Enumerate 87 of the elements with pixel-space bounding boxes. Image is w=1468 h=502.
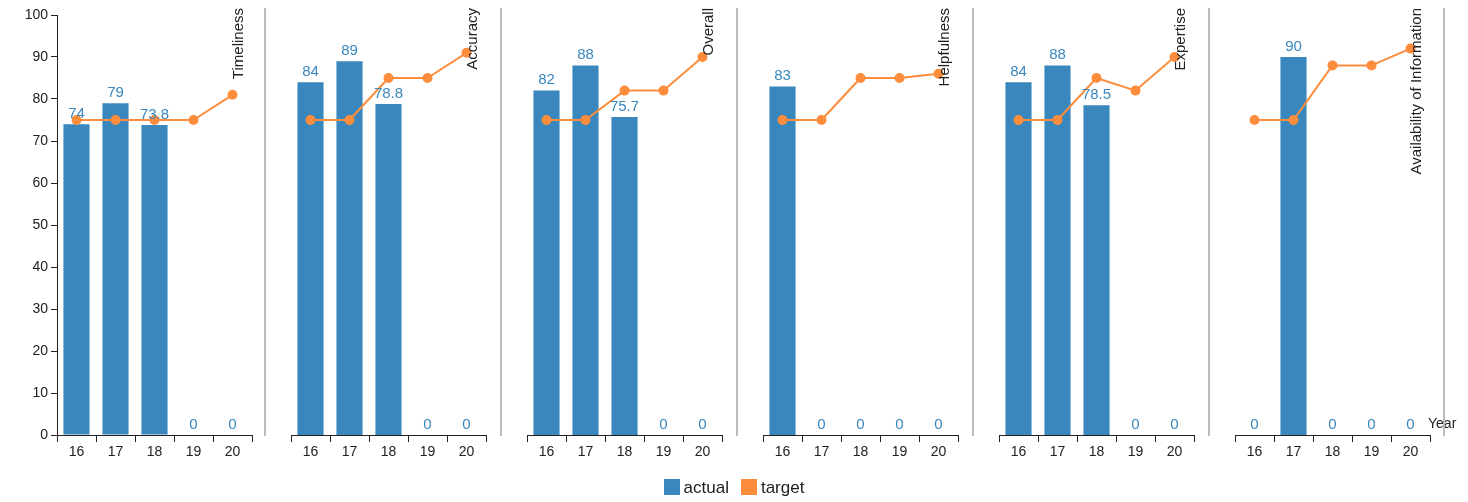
x-tick-label: 20	[224, 443, 241, 460]
point	[1013, 115, 1024, 125]
y-tick-label: 100	[24, 5, 49, 22]
x-tick-label: 16	[68, 443, 85, 460]
x-tick-label: 19	[419, 443, 436, 460]
x-tick-label: 20	[458, 443, 475, 460]
legend-label: target	[759, 478, 805, 498]
x-tick-label: 19	[1363, 443, 1380, 460]
x-tick-label: 18	[1088, 443, 1105, 460]
data-label: 0	[1170, 414, 1179, 432]
x-tick-label: 17	[1049, 443, 1066, 460]
y-tick-label: 30	[32, 299, 49, 316]
bar	[141, 125, 168, 435]
y-tick-label: 0	[40, 425, 49, 442]
x-tick-label: 16	[774, 443, 791, 460]
text: Overall	[698, 8, 716, 56]
y-tick-label: 90	[32, 47, 49, 64]
data-label: 0	[228, 414, 237, 432]
x-tick-label: 20	[1402, 443, 1419, 460]
x-tick-label: 17	[341, 443, 358, 460]
data-label: 90	[1285, 36, 1302, 54]
data-label: 78.8	[373, 83, 404, 101]
x-tick-label: 18	[146, 443, 163, 460]
data-label: 79	[107, 82, 124, 100]
data-label: 88	[1049, 45, 1066, 63]
legend-label: actual	[682, 478, 729, 498]
data-label: 0	[659, 414, 668, 432]
data-label: 0	[1406, 414, 1415, 432]
y-tick-label: 10	[32, 383, 49, 400]
data-label: 0	[698, 414, 707, 432]
x-tick-label: 16	[1246, 443, 1263, 460]
data-label: 74	[68, 103, 85, 121]
y-tick-label: 20	[32, 341, 49, 358]
data-label: 78.5	[1081, 84, 1112, 102]
point	[1052, 115, 1063, 125]
y-tick-label: 80	[32, 89, 49, 106]
x-tick-label: 18	[380, 443, 397, 460]
x-tick-label: 20	[1166, 443, 1183, 460]
x-tick-label: 19	[185, 443, 202, 460]
x-tick-label: 18	[616, 443, 633, 460]
bar	[102, 103, 129, 435]
x-tick-label: 18	[1324, 443, 1341, 460]
data-label: 88	[577, 45, 594, 63]
y-tick-label: 40	[32, 257, 49, 274]
data-label: 0	[856, 414, 865, 432]
y-tick-label: 60	[32, 173, 49, 190]
x-tick-label: 17	[577, 443, 594, 460]
y-tick-label: 70	[32, 131, 49, 148]
x-tick-label: 19	[1127, 443, 1144, 460]
point	[1130, 85, 1141, 96]
text: Timeliness	[228, 8, 246, 80]
data-label: 0	[1328, 414, 1337, 432]
data-label: 0	[1131, 414, 1140, 432]
x-tick-label: 19	[891, 443, 908, 460]
x-axis-title: Year	[1428, 414, 1457, 431]
data-label: 0	[1250, 414, 1259, 432]
point	[1091, 73, 1102, 83]
text: Availability of Information	[1406, 8, 1424, 175]
data-label: 84	[302, 61, 319, 79]
data-label: 0	[1367, 414, 1376, 432]
data-label: 0	[462, 414, 471, 432]
data-label: 89	[341, 40, 358, 58]
x-tick-label: 17	[813, 443, 830, 460]
text: Expertise	[1170, 8, 1188, 71]
bar	[63, 124, 90, 435]
x-tick-label: 16	[302, 443, 319, 460]
data-label: 0	[423, 414, 432, 432]
x-tick-label: 19	[655, 443, 672, 460]
data-label: 73.8	[139, 104, 170, 122]
data-label: 82	[538, 70, 555, 88]
x-tick-label: 16	[538, 443, 555, 460]
x-tick-label: 17	[1285, 443, 1302, 460]
x-tick-label: 17	[107, 443, 124, 460]
data-label: 0	[189, 414, 198, 432]
data-label: 0	[817, 414, 826, 432]
text: Helpfulness	[934, 8, 952, 87]
data-label: 83	[774, 66, 791, 84]
data-label: 75.7	[609, 96, 640, 114]
data-label: 0	[934, 414, 943, 432]
text: Accuracy	[462, 7, 480, 70]
data-label: 0	[895, 414, 904, 432]
x-tick-label: 16	[1010, 443, 1027, 460]
x-tick-label: 18	[852, 443, 869, 460]
data-label: 84	[1010, 61, 1027, 79]
x-tick-label: 20	[694, 443, 711, 460]
x-tick-label: 20	[930, 443, 947, 460]
y-tick-label: 50	[32, 215, 49, 232]
